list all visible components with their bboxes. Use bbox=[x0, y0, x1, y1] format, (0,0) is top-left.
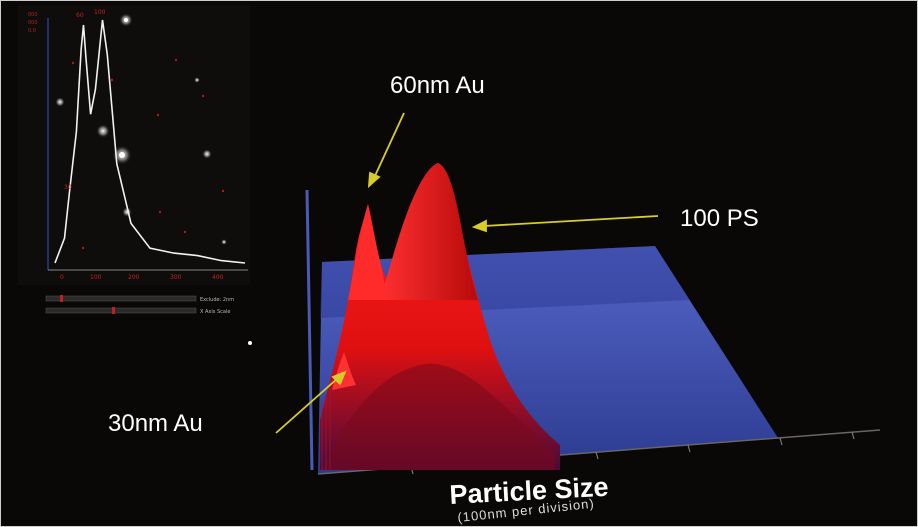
inset-y-labels: 000 000 0.0 bbox=[28, 12, 38, 34]
slider-xscale-thumb[interactable] bbox=[112, 307, 115, 314]
inset-peak-label-30: 30 bbox=[64, 184, 72, 191]
inset-x-tick-100: 100 bbox=[90, 274, 102, 281]
inset-x-tick-300: 300 bbox=[170, 274, 182, 281]
label-100-ps: 100 PS bbox=[680, 205, 759, 232]
inset-x-tick-0: 0 bbox=[60, 274, 64, 281]
svg-text:0.0: 0.0 bbox=[28, 28, 36, 34]
inset-x-tick-200: 200 bbox=[128, 274, 140, 281]
inset-peak-label-60: 60 bbox=[76, 12, 84, 19]
slider-exclude-label: Exclude: 2nm bbox=[200, 297, 234, 303]
slider-xscale-label: X Axis Scale bbox=[200, 309, 230, 315]
inset-spectrum-line bbox=[54, 19, 246, 264]
surface-plot bbox=[305, 163, 881, 475]
label-60nm-au: 60nm Au bbox=[390, 72, 485, 99]
inset-x-tick-400: 400 bbox=[212, 274, 224, 281]
edge-ripples bbox=[321, 388, 331, 470]
slider-exclude-thumb[interactable] bbox=[60, 295, 63, 302]
slider-xscale-track[interactable] bbox=[45, 307, 197, 314]
peak-shadow bbox=[322, 363, 555, 470]
inset-panel: 000 000 0.0 60 100 30 bbox=[18, 5, 250, 315]
arrow-60nm bbox=[373, 112, 405, 179]
inset-red-dots bbox=[71, 58, 225, 250]
arrow-30nm bbox=[275, 377, 339, 434]
svg-text:000: 000 bbox=[28, 12, 38, 18]
inset-background bbox=[18, 5, 250, 285]
annotation-arrows bbox=[275, 112, 659, 434]
slider-exclude-track[interactable] bbox=[45, 295, 197, 302]
arrow-100ps bbox=[483, 215, 659, 227]
speck bbox=[248, 341, 252, 345]
peak-60nm bbox=[348, 204, 388, 300]
label-30nm-au: 30nm Au bbox=[108, 410, 203, 437]
svg-text:000: 000 bbox=[28, 20, 38, 26]
inset-peak-label-100: 100 bbox=[94, 9, 106, 16]
peak-100ps bbox=[380, 163, 478, 300]
inset-x-ticks: 0 100 200 300 400 bbox=[60, 274, 224, 281]
z-axis-line bbox=[305, 189, 314, 471]
